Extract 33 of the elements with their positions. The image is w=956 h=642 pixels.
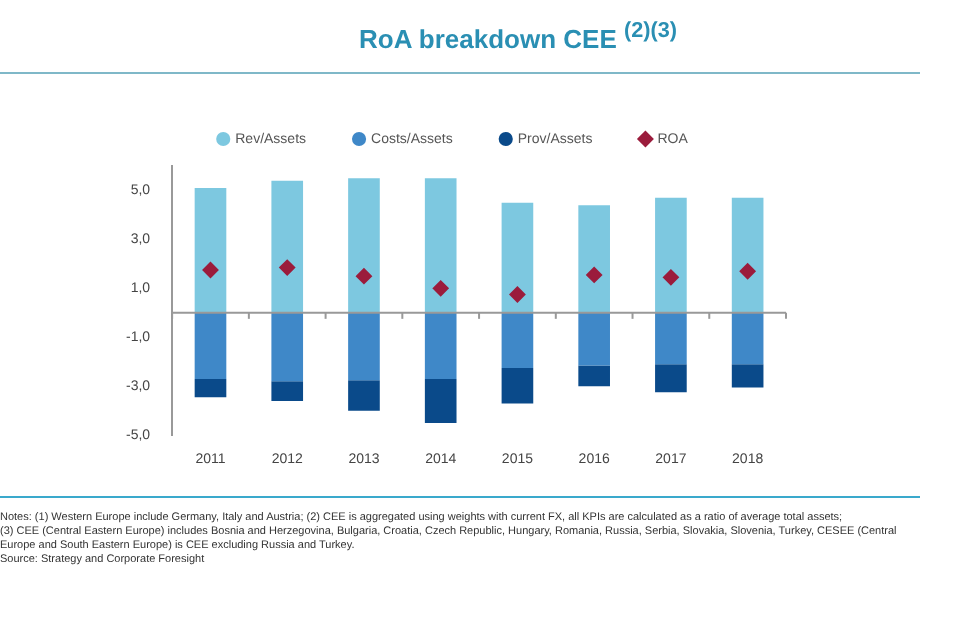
bar xyxy=(424,178,457,313)
bar xyxy=(348,312,380,381)
bar xyxy=(348,178,380,313)
bar xyxy=(424,312,457,379)
bar xyxy=(501,367,534,404)
bar xyxy=(731,364,764,388)
bar xyxy=(271,180,304,313)
bar xyxy=(501,202,534,313)
point xyxy=(432,280,449,297)
bar xyxy=(348,380,380,411)
point xyxy=(202,262,219,279)
bar xyxy=(655,364,687,393)
point xyxy=(279,259,296,276)
point xyxy=(739,263,756,280)
bar xyxy=(578,205,610,313)
point xyxy=(586,266,603,283)
point xyxy=(662,269,679,286)
bar xyxy=(655,312,687,365)
chart-title: RoA breakdown CEE $^{(2)(3)}$ xyxy=(359,20,677,55)
bar xyxy=(271,312,304,382)
bar xyxy=(424,378,457,423)
bar xyxy=(501,312,534,368)
bar xyxy=(194,188,227,313)
bar xyxy=(655,197,687,313)
bar xyxy=(731,312,764,365)
point xyxy=(509,286,526,303)
bar xyxy=(578,365,610,387)
bar xyxy=(194,378,227,398)
bar xyxy=(731,197,764,313)
bar xyxy=(271,381,304,401)
bar xyxy=(578,312,610,366)
bar xyxy=(194,312,227,379)
point xyxy=(355,268,372,285)
